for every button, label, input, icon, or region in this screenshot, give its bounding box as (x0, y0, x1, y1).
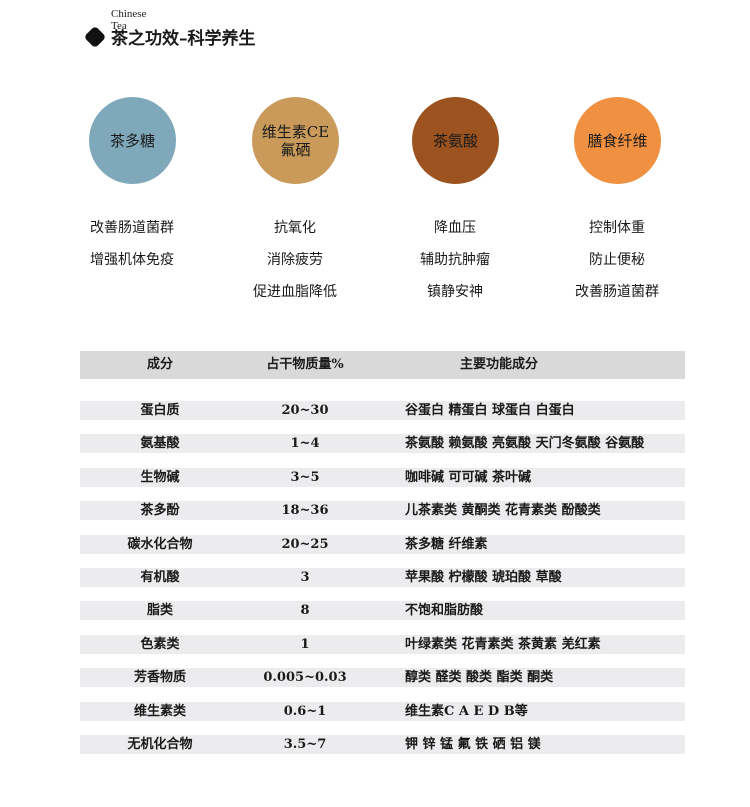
effect-item: 控制体重 (589, 220, 645, 236)
component-circle: 维生素CE 氟硒 (252, 97, 339, 184)
cell-component: 氨基酸 (140, 436, 180, 452)
cell-component: 色素类 (140, 636, 180, 652)
cell-percentage: 3~5 (290, 469, 320, 485)
cell-percentage: 18~36 (281, 503, 329, 519)
cell-component: 芳香物质 (133, 670, 186, 686)
table-header: 成分 占干物质量% 主要功能成分 (80, 351, 685, 379)
effects-list: 控制体重防止便秘改善肠道菌群 (537, 212, 697, 308)
table-row: 茶多酚 18~36 儿茶素类 黄酮类 花青素类 酚酸类 (80, 501, 685, 521)
table-row: 芳香物质 0.005~0.03 醇类 醛类 酸类 酯类 酮类 (80, 668, 685, 688)
cell-component: 维生素类 (133, 703, 186, 719)
component-name: 膳食纤维 (587, 131, 648, 150)
page-title: 茶之功效–科学养生 (111, 29, 256, 49)
effect-item: 辅助抗肿瘤 (420, 252, 490, 268)
cell-component: 脂类 (146, 603, 173, 619)
effect-item: 镇静安神 (427, 284, 483, 300)
cell-percentage: 1~4 (290, 436, 320, 452)
cell-component: 生物碱 (140, 469, 180, 485)
cell-functions: 苹果酸 柠檬酸 琥珀酸 草酸 (405, 570, 562, 585)
table-row: 有机酸 3 苹果酸 柠檬酸 琥珀酸 草酸 (80, 568, 685, 587)
cell-functions: 茶氨酸 赖氨酸 亮氨酸 天门冬氨酸 谷氨酸 (405, 436, 645, 452)
effects-list: 抗氧化消除疲劳促进血脂降低 (215, 212, 375, 308)
cell-functions: 咖啡碱 可可碱 茶叶碱 (405, 469, 532, 485)
cell-percentage: 8 (300, 603, 310, 619)
cell-percentage: 3.5~7 (283, 737, 327, 752)
table-row: 碳水化合物 20~25 茶多糖 纤维素 (80, 534, 685, 554)
cell-functions: 钾 锌 锰 氟 铁 硒 铝 镁 (405, 737, 541, 752)
cell-functions: 儿茶素类 黄酮类 花青素类 酚酸类 (405, 503, 601, 519)
table-row: 色素类 1 叶绿素类 花青素类 茶黄素 羌红素 (80, 634, 685, 654)
table-row: 蛋白质 20~30 谷蛋白 精蛋白 球蛋白 白蛋白 (80, 401, 685, 420)
effects-list: 改善肠道菌群 增强机体免疫 (52, 212, 212, 276)
header-percentage: 占干物质量% (266, 357, 344, 372)
cell-component: 碳水化合物 (127, 536, 193, 552)
effect-item: 促进血脂降低 (253, 284, 337, 300)
cell-percentage: 3 (300, 570, 310, 585)
cell-functions: 谷蛋白 精蛋白 球蛋白 白蛋白 (405, 403, 575, 418)
effect-item: 增强机体免疫 (90, 252, 174, 268)
table-row: 无机化合物 3.5~7 钾 锌 锰 氟 铁 硒 铝 镁 (80, 735, 685, 754)
effect-item: 消除疲劳 (267, 252, 323, 268)
header-subtitle: Chinese Tea (111, 8, 147, 32)
cell-component: 茶多酚 (140, 503, 180, 519)
header-functions: 主要功能成分 (460, 357, 539, 372)
table-row: 脂类 8 不饱和脂肪酸 (80, 601, 685, 621)
cell-percentage: 0.005~0.03 (263, 670, 347, 686)
cell-percentage: 20~25 (281, 536, 329, 552)
component-circle: 膳食纤维 (574, 97, 661, 184)
component-name: 茶氨酸 (432, 131, 478, 150)
header-component: 成分 (146, 357, 173, 372)
component-name: 茶多糖 (109, 131, 155, 150)
cell-percentage: 1 (300, 636, 310, 652)
cell-functions: 不饱和脂肪酸 (405, 603, 484, 619)
effect-item: 防止便秘 (589, 252, 645, 268)
table-row: 生物碱 3~5 咖啡碱 可可碱 茶叶碱 (80, 467, 685, 487)
cell-percentage: 20~30 (281, 403, 329, 418)
diamond-icon (83, 25, 107, 49)
table-row: 氨基酸 1~4 茶氨酸 赖氨酸 亮氨酸 天门冬氨酸 谷氨酸 (80, 434, 685, 454)
effect-item: 降血压 (434, 220, 476, 236)
cell-functions: 茶多糖 纤维素 (405, 536, 488, 552)
component-circle: 茶多糖 (89, 97, 176, 184)
cell-component: 蛋白质 (140, 403, 180, 418)
cell-component: 有机酸 (140, 570, 180, 585)
cell-percentage: 0.6~1 (283, 703, 327, 719)
effect-item: 改善肠道菌群 (90, 220, 174, 236)
cell-component: 无机化合物 (127, 737, 193, 752)
cell-functions: 叶绿素类 花青素类 茶黄素 羌红素 (405, 636, 601, 652)
cell-functions: 维生素C A E D B等 (405, 703, 528, 719)
table-row: 维生素类 0.6~1 维生素C A E D B等 (80, 701, 685, 721)
effects-list: 降血压辅助抗肿瘤镇静安神 (375, 212, 535, 308)
effect-item: 抗氧化 (274, 220, 316, 236)
cell-functions: 醇类 醛类 酸类 酯类 酮类 (405, 670, 554, 686)
component-name: 维生素CE 氟硒 (261, 122, 330, 159)
component-circle: 茶氨酸 (412, 97, 499, 184)
effect-item: 改善肠道菌群 (575, 284, 659, 300)
